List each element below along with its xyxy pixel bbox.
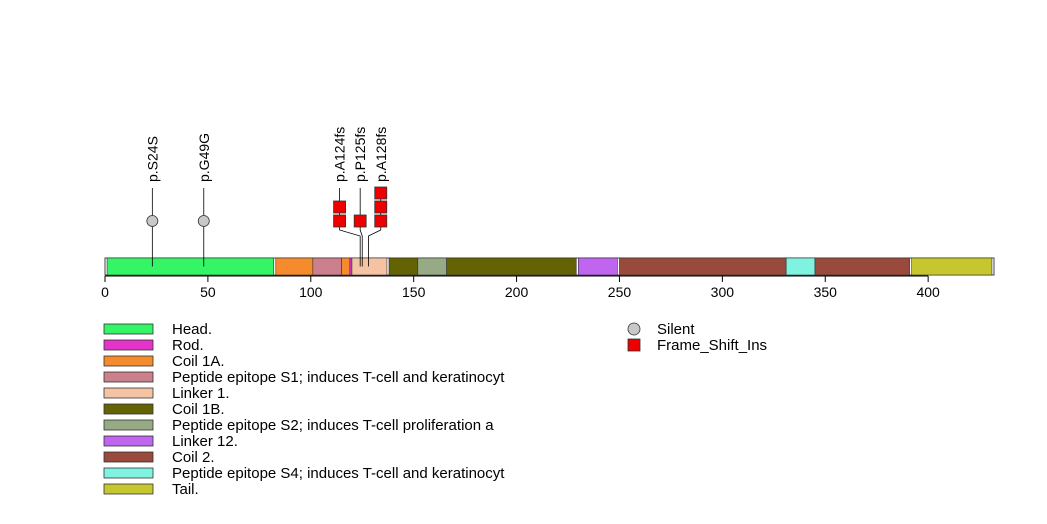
- mutation-label: p.P125fs: [352, 127, 368, 182]
- legend-swatch: [103, 387, 154, 399]
- legend-label: Coil 2.: [172, 449, 215, 466]
- axis-tick-label: 100: [299, 284, 323, 300]
- axis-tick-label: 300: [711, 284, 735, 300]
- domain-segment: [417, 257, 447, 276]
- mutation-label: p.A124fs: [332, 127, 348, 182]
- domain-legend-item: Coil 2.: [103, 449, 215, 466]
- domain-segments-group: [106, 257, 993, 276]
- legend-label: Linker 12.: [172, 433, 238, 450]
- domain-legend-item: Linker 12.: [103, 433, 238, 450]
- legend-swatch: [103, 483, 154, 495]
- axis-tick-label: 400: [916, 284, 940, 300]
- domain-legend-item: Peptide epitope S1; induces T-cell and k…: [103, 369, 505, 386]
- mutation-lollipop: p.S24S: [144, 136, 160, 267]
- mutations-group: p.S24S p.G49G p.A124fs p.P125fs p.A128fs: [144, 127, 389, 267]
- mutation-lollipop: p.A124fs: [332, 127, 361, 267]
- frame-shift-ins-marker: [333, 200, 346, 214]
- domain-segment: [911, 257, 993, 276]
- domain-segment: [446, 257, 577, 276]
- domain-legend-item: Head.: [103, 321, 212, 338]
- domain-segment: [785, 257, 816, 276]
- domain-segment: [388, 257, 419, 276]
- domain-legend-item: Peptide epitope S2; induces T-cell proli…: [103, 417, 494, 434]
- mutation-label: p.A128fs: [373, 127, 389, 182]
- frame-shift-ins-marker: [353, 214, 367, 228]
- legend-label: Coil 1A.: [172, 353, 225, 370]
- legend-swatch: [103, 323, 154, 335]
- domain-legend-item: Peptide epitope S4; induces T-cell and k…: [103, 465, 505, 482]
- legend-swatch: [103, 403, 154, 415]
- position-axis: 0 50 100 150 200 250 300 350 400: [101, 275, 940, 300]
- legend-label: Silent: [657, 321, 695, 338]
- mutation-lollipop: p.G49G: [196, 133, 212, 267]
- legend-label: Frame_Shift_Ins: [657, 337, 767, 354]
- legend-label: Linker 1.: [172, 385, 230, 402]
- silent-marker: [146, 215, 159, 227]
- frame-shift-ins-marker: [374, 214, 388, 228]
- legend-swatch: [103, 467, 154, 479]
- legend-swatch: [103, 435, 154, 447]
- axis-tick-label: 350: [814, 284, 838, 300]
- legend-swatch: [103, 371, 154, 383]
- axis-tick-label: 250: [608, 284, 632, 300]
- domain-legend: Head.Rod.Coil 1A.Peptide epitope S1; ind…: [103, 321, 505, 498]
- silent-marker: [197, 215, 210, 227]
- axis-tick-label: 200: [505, 284, 529, 300]
- domain-segment: [351, 257, 388, 276]
- legend-swatch: [103, 451, 154, 463]
- domain-segment: [341, 257, 351, 276]
- domain-segment: [349, 257, 353, 276]
- mutation-label: p.S24S: [144, 136, 160, 182]
- domain-segment: [814, 257, 910, 276]
- domain-segment: [619, 257, 787, 276]
- legend-label: Coil 1B.: [172, 401, 225, 418]
- domain-legend-item: Coil 1A.: [103, 353, 225, 370]
- mutation-label: p.G49G: [196, 133, 212, 182]
- legend-label: Rod.: [172, 337, 204, 354]
- mutation-legend-item: Frame_Shift_Ins: [627, 337, 767, 354]
- legend-label: Peptide epitope S1; induces T-cell and k…: [172, 369, 505, 386]
- domain-segment: [578, 257, 618, 276]
- axis-tick-label: 150: [402, 284, 426, 300]
- legend-label: Head.: [172, 321, 212, 338]
- mutation-lollipop: p.A128fs: [368, 127, 389, 267]
- domain-legend-item: Linker 1.: [103, 385, 230, 402]
- silent-legend-icon: [627, 322, 641, 336]
- domain-legend-item: Tail.: [103, 481, 199, 498]
- legend-swatch: [103, 339, 154, 351]
- legend-swatch: [103, 355, 154, 367]
- frame-shift-ins-marker: [333, 214, 346, 228]
- domain-segment: [275, 257, 314, 276]
- legend-label: Peptide epitope S4; induces T-cell and k…: [172, 465, 505, 482]
- domain-segment: [312, 257, 342, 276]
- domain-legend-item: Coil 1B.: [103, 401, 225, 418]
- frame-shift-legend-icon: [627, 338, 641, 352]
- mutation-legend-item: Silent: [627, 321, 695, 338]
- legend-label: Tail.: [172, 481, 199, 498]
- legend-label: Peptide epitope S2; induces T-cell proli…: [172, 417, 494, 434]
- domain-legend-item: Rod.: [103, 337, 204, 354]
- legend-swatch: [103, 419, 154, 431]
- domain-segment: [106, 257, 275, 276]
- axis-tick-label: 0: [101, 284, 109, 300]
- axis-tick-label: 50: [200, 284, 216, 300]
- frame-shift-ins-marker: [374, 186, 388, 200]
- frame-shift-ins-marker: [374, 200, 388, 214]
- mutation-lollipop: p.P125fs: [352, 127, 368, 267]
